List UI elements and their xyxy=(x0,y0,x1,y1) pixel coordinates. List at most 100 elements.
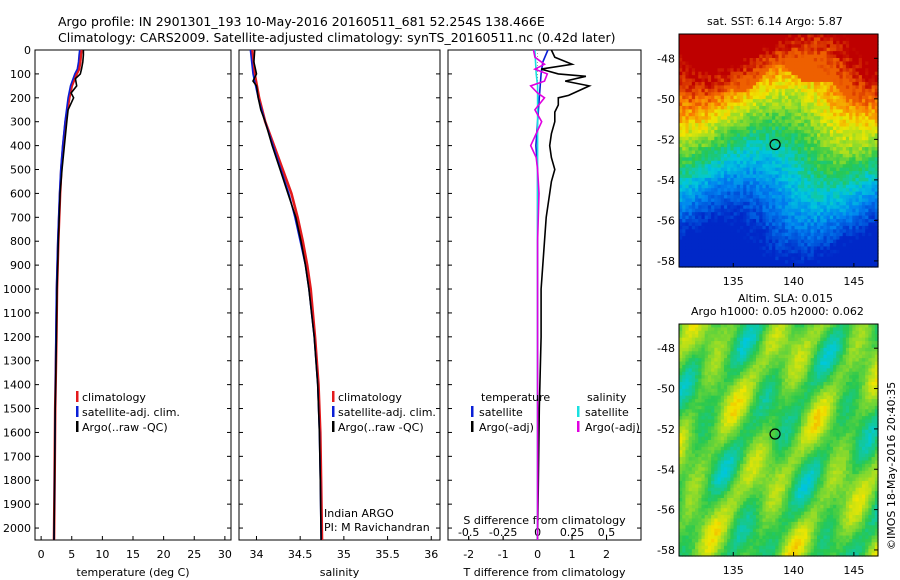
map-cell xyxy=(868,136,873,141)
map-cell xyxy=(868,184,873,189)
map-cell xyxy=(839,64,844,69)
map-cell xyxy=(781,123,786,128)
map-cell xyxy=(714,181,719,186)
map-cell xyxy=(765,184,770,189)
map-cell xyxy=(826,164,831,169)
map-cell xyxy=(679,126,683,131)
map-cell xyxy=(768,225,773,230)
map-cell xyxy=(727,239,731,244)
map-cell xyxy=(861,160,866,165)
map-cell xyxy=(739,243,744,248)
map-cell xyxy=(685,164,690,169)
map-cell xyxy=(765,164,770,169)
map-cell xyxy=(833,171,837,176)
x-tick-label: 2 xyxy=(603,548,610,561)
map-cell xyxy=(823,64,828,69)
legend-swatch xyxy=(332,406,335,417)
map-cell xyxy=(845,109,850,114)
map-cell xyxy=(730,160,735,165)
map-cell xyxy=(791,44,796,49)
map-cell xyxy=(756,164,760,169)
map-cell xyxy=(794,136,799,141)
map-cell xyxy=(682,143,687,148)
map-x-tick-label: 145 xyxy=(843,275,864,288)
map-cell xyxy=(765,157,770,162)
map-cell xyxy=(711,184,715,189)
map-cell xyxy=(865,61,869,66)
map-cell xyxy=(817,143,821,148)
map-cell xyxy=(817,191,821,196)
y-tick-label: 700 xyxy=(10,211,31,224)
map-cell xyxy=(759,171,764,176)
map-cell xyxy=(682,64,687,69)
map-cell xyxy=(759,157,764,162)
map-cell xyxy=(701,109,706,114)
map-cell xyxy=(778,341,783,346)
map-cell xyxy=(836,330,841,335)
map-cell xyxy=(759,37,764,42)
x-tick-label: 0 xyxy=(38,548,45,561)
map-cell xyxy=(775,167,780,172)
map-cell xyxy=(756,263,760,268)
map-cell xyxy=(788,68,792,73)
map-cell xyxy=(701,136,706,141)
map-cell xyxy=(714,229,719,234)
map-cell xyxy=(720,64,725,69)
map-cell xyxy=(739,102,744,107)
map-cell xyxy=(762,119,767,124)
map-cell xyxy=(784,184,789,189)
map-cell xyxy=(711,143,715,148)
map-cell xyxy=(842,143,847,148)
map-cell xyxy=(823,34,828,39)
map-cell xyxy=(704,61,709,66)
map-cell xyxy=(800,88,805,93)
map-cell xyxy=(685,184,690,189)
map-cell xyxy=(704,78,709,83)
map-cell xyxy=(704,171,709,176)
map-cell xyxy=(858,112,863,117)
map-cell xyxy=(823,263,828,268)
map-cell xyxy=(685,344,690,349)
map-cell xyxy=(711,195,715,200)
map-cell xyxy=(768,198,773,203)
map-cell xyxy=(788,150,792,155)
map-cell xyxy=(804,246,808,251)
map-cell xyxy=(698,351,703,356)
map-cell xyxy=(826,102,831,107)
map-cell xyxy=(791,126,796,131)
map-cell xyxy=(842,119,847,124)
map-cell xyxy=(695,174,699,179)
map-cell xyxy=(778,260,783,265)
map-cell xyxy=(813,105,818,110)
map-cell xyxy=(829,147,834,152)
map-cell xyxy=(807,109,812,114)
map-cell xyxy=(775,88,780,93)
map-cell xyxy=(845,174,850,179)
map-cell xyxy=(781,191,786,196)
map-cell xyxy=(784,260,789,265)
map-cell xyxy=(800,215,805,220)
map-cell xyxy=(775,256,780,261)
map-cell xyxy=(813,263,818,268)
map-cell xyxy=(804,249,808,254)
map-cell xyxy=(781,330,786,335)
map-cell xyxy=(861,116,866,121)
map-cell xyxy=(717,88,722,93)
map-cell xyxy=(791,81,796,86)
map-cell xyxy=(743,256,747,261)
map-cell xyxy=(762,44,767,49)
map-cell xyxy=(810,157,815,162)
map-cell xyxy=(768,109,773,114)
map-cell xyxy=(794,37,799,42)
map-cell xyxy=(711,116,715,121)
map-cell xyxy=(852,157,857,162)
map-cell xyxy=(849,136,853,141)
map-cell xyxy=(829,95,834,100)
map-cell xyxy=(807,78,812,83)
map-cell xyxy=(826,37,831,42)
map-cell xyxy=(752,68,757,73)
map-cell xyxy=(823,225,828,230)
map-cell xyxy=(820,171,825,176)
map-cell xyxy=(688,181,693,186)
map-cell xyxy=(829,181,834,186)
